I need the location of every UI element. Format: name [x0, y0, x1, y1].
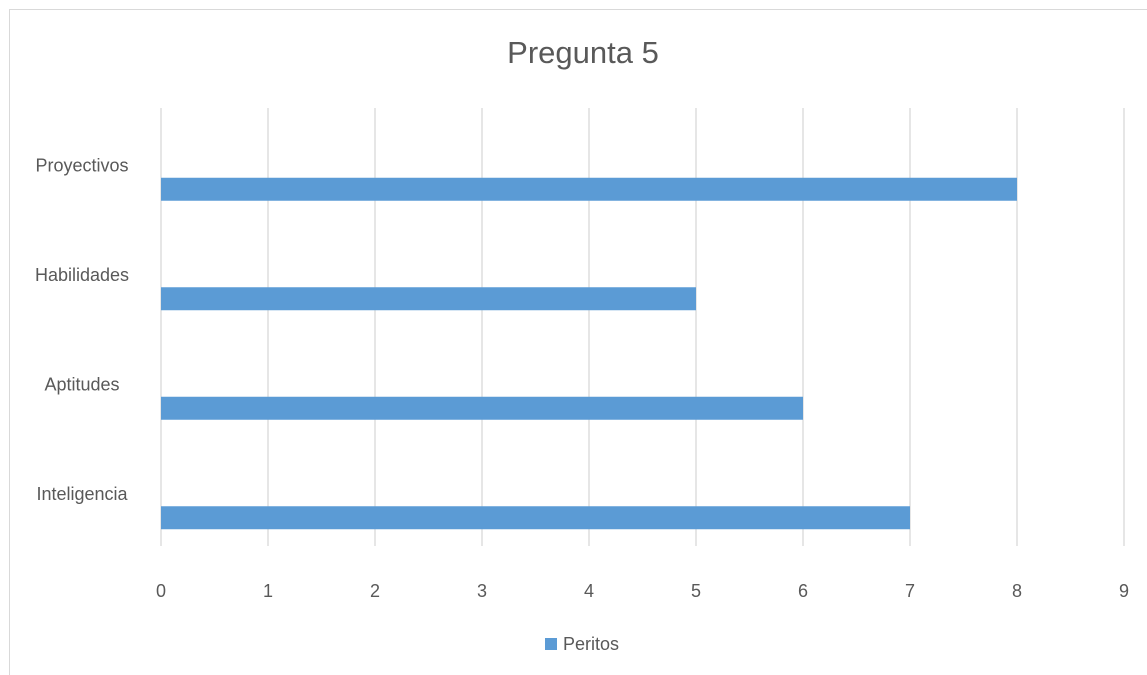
x-tick-label: 6 [798, 581, 808, 601]
bar [161, 506, 910, 530]
legend-swatch [545, 638, 557, 650]
y-tick-label: Proyectivos [35, 156, 128, 176]
bar [161, 177, 1017, 201]
legend-label: Peritos [563, 634, 619, 654]
x-tick-label: 7 [905, 581, 915, 601]
y-tick-label: Aptitudes [44, 375, 119, 395]
chart-title: Pregunta 5 [507, 35, 659, 70]
bar [161, 287, 696, 311]
x-tick-label: 4 [584, 581, 594, 601]
x-tick-label: 2 [370, 581, 380, 601]
bar [161, 396, 803, 420]
x-tick-label: 5 [691, 581, 701, 601]
x-tick-label: 9 [1119, 581, 1129, 601]
chart-frame [9, 9, 1147, 675]
x-tick-label: 1 [263, 581, 273, 601]
x-tick-label: 3 [477, 581, 487, 601]
x-tick-label: 8 [1012, 581, 1022, 601]
y-tick-label: Inteligencia [36, 484, 128, 504]
x-tick-label: 0 [156, 581, 166, 601]
y-tick-label: Habilidades [35, 265, 129, 285]
